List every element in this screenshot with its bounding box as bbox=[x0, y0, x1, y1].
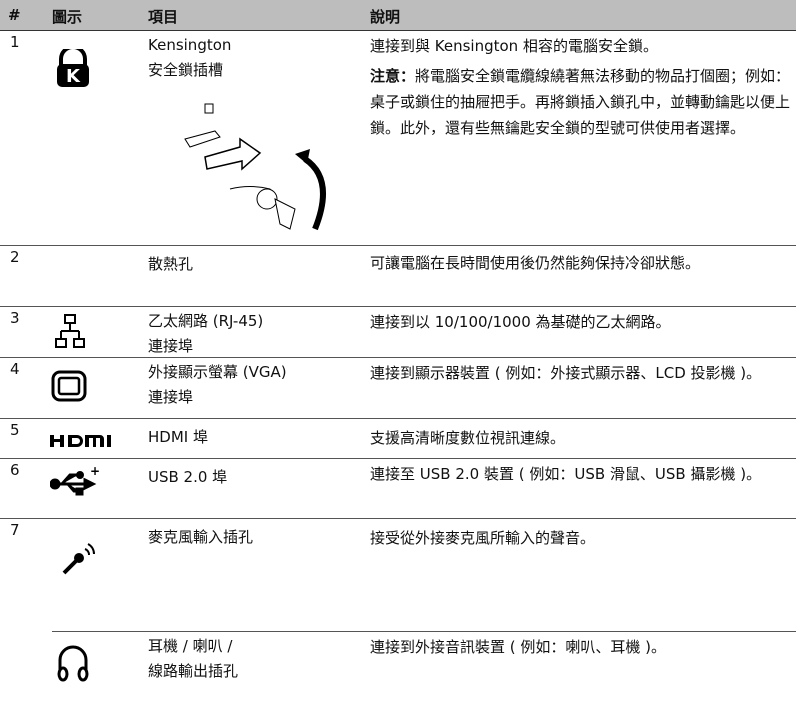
item-line: Kensington bbox=[148, 36, 232, 54]
item: 乙太網路 (RJ-45) 連接埠 bbox=[148, 309, 363, 359]
table-header: # 圖示 項目 說明 bbox=[0, 0, 796, 31]
item: USB 2.0 埠 bbox=[148, 465, 363, 490]
vga-icon bbox=[51, 370, 87, 402]
row-number: 5 bbox=[10, 421, 20, 439]
table-row: 2 散熱孔 可讓電腦在長時間使用後仍然能夠保持冷卻狀態。 bbox=[0, 245, 796, 307]
microphone-icon bbox=[62, 543, 96, 575]
item-line: 麥克風輸入插孔 bbox=[148, 528, 254, 546]
description-text: 連接到顯示器裝置 ( 例如：外接式顯示器、LCD 投影機 )。 bbox=[370, 364, 762, 382]
item-line: 外接顯示螢幕 (VGA) bbox=[148, 363, 287, 381]
item: 外接顯示螢幕 (VGA) 連接埠 bbox=[148, 360, 363, 410]
note: 注意：將電腦安全鎖電纜線繞著無法移動的物品打個圈；例如：桌子或鎖住的抽屜把手。再… bbox=[370, 63, 792, 141]
description: 可讓電腦在長時間使用後仍然能夠保持冷卻狀態。 bbox=[370, 250, 792, 280]
description: 連接到顯示器裝置 ( 例如：外接式顯示器、LCD 投影機 )。 bbox=[370, 360, 792, 390]
svg-text:K: K bbox=[66, 66, 81, 87]
ethernet-icon bbox=[55, 314, 85, 348]
item-line: HDMI 埠 bbox=[148, 428, 208, 446]
item-line: 乙太網路 (RJ-45) bbox=[148, 312, 264, 330]
item-line: 連接埠 bbox=[148, 388, 194, 406]
headphone-icon bbox=[57, 645, 89, 682]
description: 連接到與 Kensington 相容的電腦安全鎖。 注意：將電腦安全鎖電纜線繞著… bbox=[370, 33, 792, 145]
row-number: 2 bbox=[10, 248, 20, 266]
table-row: 1 K Kensington 安全鎖插槽 連接到與 Kensington 相容的電… bbox=[0, 31, 796, 245]
usb-icon: + bbox=[50, 467, 100, 496]
table-row: 4 外接顯示螢幕 (VGA) 連接埠 連接到顯示器裝置 ( 例如：外接式顯示器、L… bbox=[0, 357, 796, 419]
description: 接受從外接麥克風所輸入的聲音。 bbox=[370, 525, 792, 555]
item: 耳機 / 喇叭 / 線路輸出插孔 bbox=[148, 634, 363, 684]
table-row: 3 乙太網路 (RJ-45) 連接埠 連接到以 10/100/1000 為基礎的乙… bbox=[0, 306, 796, 358]
header-cell: 項目 bbox=[148, 8, 179, 26]
table-row: 5 HDMI 埠 支援高清晰度數位視訊連線。 bbox=[0, 418, 796, 459]
header-cell: 說明 bbox=[370, 8, 401, 26]
item-line: 安全鎖插槽 bbox=[148, 61, 224, 79]
item-line: 耳機 / 喇叭 / bbox=[148, 637, 233, 655]
table-row: 耳機 / 喇叭 / 線路輸出插孔 連接到外接音訊裝置 ( 例如：喇叭、耳機 )。 bbox=[52, 631, 796, 727]
description-text: 連接至 USB 2.0 裝置 ( 例如：USB 滑鼠、USB 攝影機 )。 bbox=[370, 465, 762, 483]
item-line: 連接埠 bbox=[148, 337, 194, 355]
item-line: 散熱孔 bbox=[148, 255, 194, 273]
note-text: 將電腦安全鎖電纜線繞著無法移動的物品打個圈；例如：桌子或鎖住的抽屜把手。再將鎖插… bbox=[370, 67, 791, 137]
description-text: 接受從外接麥克風所輸入的聲音。 bbox=[370, 529, 596, 547]
item: 麥克風輸入插孔 bbox=[148, 525, 363, 550]
description: 連接至 USB 2.0 裝置 ( 例如：USB 滑鼠、USB 攝影機 )。 bbox=[370, 461, 792, 491]
table-row: 6 + USB 2.0 埠 連接至 USB 2.0 裝置 ( 例如：USB 滑鼠… bbox=[0, 458, 796, 519]
item: 散熱孔 bbox=[148, 252, 363, 277]
item-line: 線路輸出插孔 bbox=[148, 662, 239, 680]
note-label: 注意： bbox=[370, 67, 416, 85]
row-number: 4 bbox=[10, 360, 20, 378]
lock-icon: K bbox=[57, 49, 89, 87]
lock-illustration bbox=[184, 103, 326, 231]
header-cell: # bbox=[8, 6, 21, 24]
description: 連接到以 10/100/1000 為基礎的乙太網路。 bbox=[370, 309, 792, 339]
description-text: 連接到與 Kensington 相容的電腦安全鎖。 bbox=[370, 37, 658, 55]
row-number: 1 bbox=[10, 33, 20, 51]
description: 支援高清晰度數位視訊連線。 bbox=[370, 425, 792, 455]
header-cell: 圖示 bbox=[52, 8, 83, 26]
description-text: 連接到外接音訊裝置 ( 例如：喇叭、耳機 )。 bbox=[370, 638, 667, 656]
row-number: 7 bbox=[10, 521, 20, 539]
item: Kensington 安全鎖插槽 bbox=[148, 33, 363, 83]
item: HDMI 埠 bbox=[148, 425, 363, 450]
svg-text:+: + bbox=[90, 467, 100, 478]
row-number: 6 bbox=[10, 461, 20, 479]
description-text: 可讓電腦在長時間使用後仍然能夠保持冷卻狀態。 bbox=[370, 254, 701, 272]
item-line: USB 2.0 埠 bbox=[148, 468, 228, 486]
description: 連接到外接音訊裝置 ( 例如：喇叭、耳機 )。 bbox=[370, 634, 792, 664]
hdmi-icon bbox=[50, 435, 111, 447]
description-text: 連接到以 10/100/1000 為基礎的乙太網路。 bbox=[370, 313, 671, 331]
table-row: 7 麥克風輸入插孔 接受從外接麥克風所輸入的聲音。 bbox=[0, 518, 796, 632]
description-text: 支援高清晰度數位視訊連線。 bbox=[370, 429, 566, 447]
row-number: 3 bbox=[10, 309, 20, 327]
